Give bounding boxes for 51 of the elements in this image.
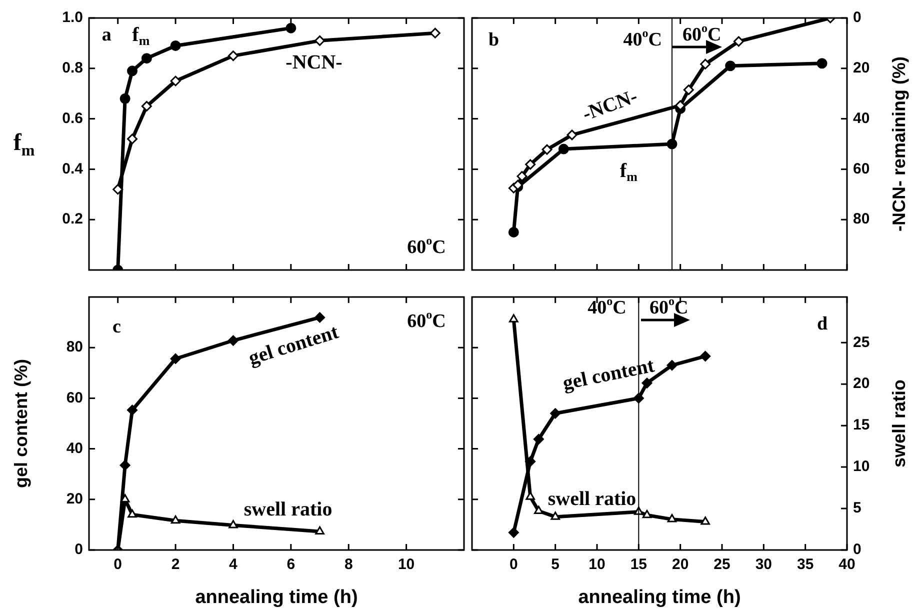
y-axis-title: gel content (%) [10, 358, 31, 488]
y2-axis-title: -NCN- remaining (%) [888, 56, 909, 232]
y2-tick-label: 20 [853, 60, 870, 77]
x-tick-label: 2 [171, 556, 180, 574]
y-tick-label: 20 [66, 490, 83, 508]
x-tick-label: 4 [229, 556, 238, 574]
x-axis-title: annealing time (h) [578, 587, 741, 608]
y2-tick-label: 25 [853, 334, 870, 351]
x-tick-label: 10 [588, 556, 606, 574]
y2-tick-label: 20 [853, 375, 870, 392]
x-tick-label: 0 [114, 556, 122, 574]
x-tick-label: 5 [551, 556, 560, 574]
series-label: swell ratio [548, 488, 636, 510]
y-tick-label: 0.2 [62, 210, 83, 228]
y2-tick-label: 60 [853, 160, 870, 178]
y-tick-label: 60 [66, 389, 83, 406]
x-axis-title: annealing time (h) [195, 587, 358, 608]
y2-tick-label: 10 [853, 458, 870, 476]
y2-tick-label: 5 [853, 500, 862, 517]
y-tick-label: 0.4 [62, 160, 84, 178]
x-tick-label: 35 [796, 556, 814, 574]
y2-tick-label: 40 [853, 110, 870, 127]
series-label: swell ratio [244, 498, 332, 520]
x-tick-label: 8 [344, 556, 353, 574]
annotation: a [102, 24, 112, 46]
y2-axis-title: swell ratio [888, 379, 909, 468]
y2-tick-label: 80 [853, 210, 870, 228]
annotation: b [488, 30, 500, 51]
text: -NCN- [580, 85, 640, 126]
series-label: -NCN- [286, 52, 342, 74]
x-tick-label: 20 [672, 556, 689, 574]
text: gel content [560, 354, 656, 395]
y-tick-label: 0.8 [62, 60, 83, 77]
y-tick-label: 80 [66, 338, 83, 356]
annotation: d [816, 314, 828, 335]
x-tick-label: 6 [286, 556, 296, 574]
y-tick-label: 0 [74, 541, 83, 558]
x-tick-label: 0 [509, 556, 518, 574]
x-tick-label: 25 [714, 556, 730, 574]
y2-tick-label: 15 [853, 416, 870, 434]
y2-tick-label: 0 [853, 9, 862, 26]
y-tick-label: 40 [66, 440, 83, 457]
x-tick-label: 40 [838, 556, 856, 574]
x-tick-label: 10 [398, 556, 415, 574]
annotation: c [112, 316, 121, 338]
y2-tick-label: 0 [853, 541, 862, 558]
y-tick-label: 0.6 [62, 110, 83, 127]
x-tick-label: 30 [755, 556, 772, 574]
x-tick-label: 15 [630, 556, 648, 574]
legend-label: gel content [246, 320, 342, 370]
y-tick-label: 1.0 [62, 9, 83, 26]
